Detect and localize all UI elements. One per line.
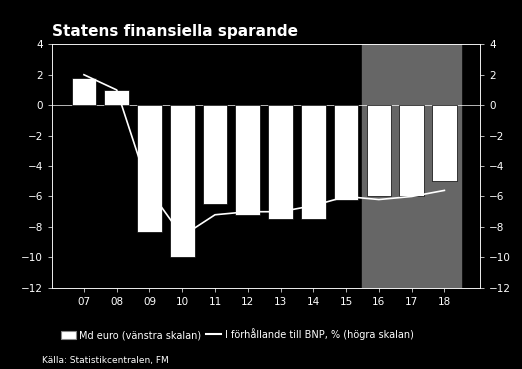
Bar: [334, 105, 359, 200]
Bar: [203, 105, 227, 204]
Bar: [362, 44, 461, 288]
Bar: [72, 78, 96, 105]
Bar: [366, 105, 391, 196]
Bar: [399, 105, 424, 196]
Text: Statens finansiella sparande: Statens finansiella sparande: [52, 24, 298, 39]
Bar: [104, 90, 129, 105]
Bar: [235, 105, 260, 215]
Bar: [432, 105, 457, 181]
Bar: [170, 105, 195, 257]
Legend: Md euro (vänstra skalan), I förhållande till BNP, % (högra skalan): Md euro (vänstra skalan), I förhållande …: [57, 324, 418, 344]
Bar: [137, 105, 162, 231]
Bar: [268, 105, 293, 219]
Bar: [301, 105, 326, 219]
Text: Källa: Statistikcentralen, FM: Källa: Statistikcentralen, FM: [42, 356, 169, 365]
